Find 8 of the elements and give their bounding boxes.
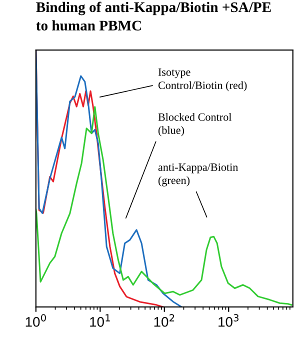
x-tick-label: 10$^{0}$ bbox=[26, 314, 46, 327]
annotation: anti-Kappa/Biotin (green) bbox=[158, 163, 238, 186]
annotation: Isotype Control/Biotin (red) bbox=[158, 68, 247, 92]
x-tick-label: 10$^{3}$ bbox=[218, 314, 239, 327]
x-tick-label: 10$^{2}$ bbox=[154, 314, 174, 327]
annotation: Blocked Control (blue) bbox=[158, 113, 232, 136]
chart-title: Binding of anti-Kappa/Biotin +SA/PE to human PBMC bbox=[36, 2, 271, 31]
x-tick-label: 10$^{1}$ bbox=[90, 314, 110, 327]
